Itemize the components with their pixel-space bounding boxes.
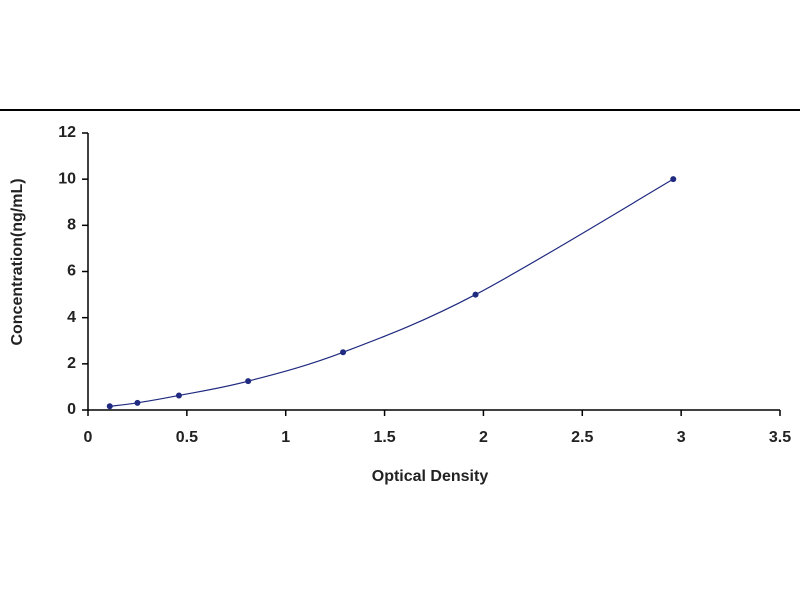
fit-curve [109,178,674,407]
point [175,392,182,399]
y-tick-label: 4 [67,309,76,326]
x-axis-label: Optical Density [372,468,489,485]
point [670,176,677,183]
y-tick-label: 0 [67,401,76,418]
point [134,399,141,406]
y-tick-label: 12 [58,124,76,141]
x-tick-label: 0 [84,429,93,446]
x-tick-label: 3.5 [769,429,791,446]
x-tick-label: 1.5 [373,429,395,446]
y-axis-label: Concentration(ng/mL) [9,178,26,345]
y-tick-label: 10 [58,170,76,187]
x-tick-label: 0.5 [176,429,198,446]
point [106,403,113,410]
y-tick-label: 2 [67,355,76,372]
point [245,378,252,385]
x-tick-label: 2.5 [571,429,593,446]
y-tick-label: 6 [67,263,76,280]
x-tick-label: 3 [677,429,686,446]
x-tick-label: 2 [479,429,488,446]
x-tick-label: 1 [281,429,290,446]
point [472,291,479,298]
point [340,349,347,356]
y-tick-label: 8 [67,217,76,234]
